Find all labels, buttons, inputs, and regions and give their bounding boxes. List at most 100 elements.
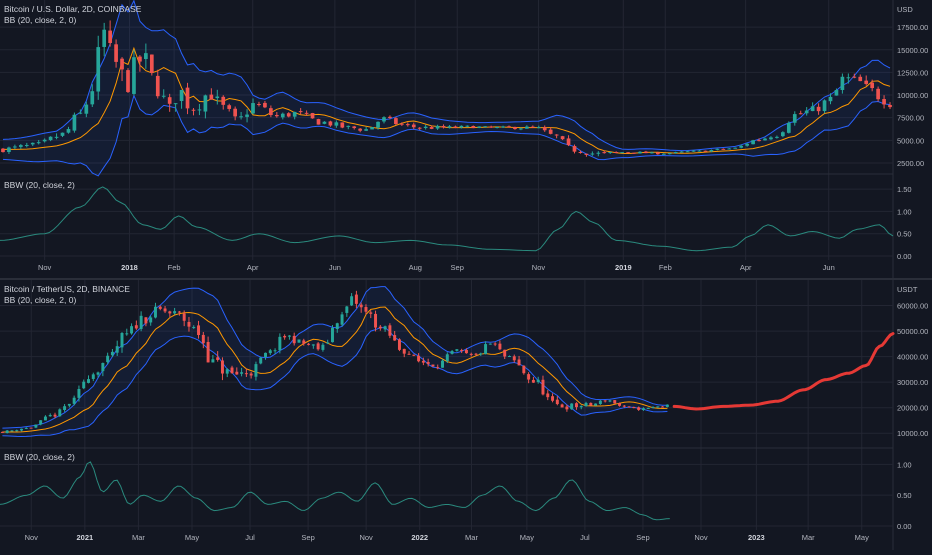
bollinger-upper-band[interactable] [2, 0, 891, 152]
candle[interactable] [685, 151, 690, 153]
candle[interactable] [560, 136, 565, 140]
candle[interactable] [206, 341, 210, 363]
candle[interactable] [149, 317, 153, 323]
candle[interactable] [307, 343, 311, 345]
candle[interactable] [864, 80, 869, 84]
candle[interactable] [445, 354, 449, 362]
candle[interactable] [292, 335, 296, 344]
candle[interactable] [310, 113, 315, 119]
candle[interactable] [328, 121, 333, 126]
candle[interactable] [60, 132, 65, 136]
candle[interactable] [402, 348, 406, 354]
candle[interactable] [503, 349, 507, 357]
candle[interactable] [72, 114, 77, 131]
candle[interactable] [72, 397, 76, 404]
candle[interactable] [144, 317, 148, 324]
candle[interactable] [48, 415, 52, 417]
candle[interactable] [311, 344, 315, 346]
candle[interactable] [126, 70, 130, 92]
candle[interactable] [548, 129, 553, 134]
candle[interactable] [63, 406, 67, 411]
top-bbw-indicator-label[interactable]: BBW (20, close, 2) [4, 180, 75, 190]
candle[interactable] [632, 407, 636, 409]
candle[interactable] [269, 108, 273, 116]
candle[interactable] [637, 407, 641, 410]
candle[interactable] [431, 364, 435, 367]
candle[interactable] [115, 346, 119, 353]
candle[interactable] [394, 118, 398, 125]
candle[interactable] [739, 145, 744, 148]
candle[interactable] [20, 428, 24, 431]
candle[interactable] [161, 95, 166, 97]
candle[interactable] [240, 372, 244, 374]
candle[interactable] [235, 371, 239, 375]
candle[interactable] [519, 128, 523, 130]
candle[interactable] [227, 105, 232, 109]
candle[interactable] [715, 148, 720, 150]
candle[interactable] [798, 113, 803, 115]
top-bb-indicator-label[interactable]: BB (20, close, 2, 0) [4, 15, 77, 25]
candle[interactable] [82, 381, 86, 389]
candle[interactable] [354, 294, 358, 304]
candle[interactable] [673, 152, 678, 154]
candle[interactable] [388, 116, 392, 118]
candle[interactable] [173, 311, 177, 314]
candle[interactable] [498, 343, 502, 350]
candle[interactable] [769, 137, 773, 140]
candle[interactable] [187, 321, 191, 327]
candle[interactable] [58, 409, 62, 417]
candle[interactable] [84, 104, 89, 114]
candle[interactable] [477, 126, 482, 128]
candle[interactable] [376, 121, 380, 128]
candle[interactable] [828, 96, 833, 102]
candle[interactable] [316, 343, 320, 350]
candle[interactable] [48, 136, 53, 141]
candle[interactable] [53, 414, 57, 417]
candle[interactable] [209, 94, 214, 100]
candle[interactable] [91, 374, 95, 379]
candle[interactable] [106, 355, 110, 363]
candle[interactable] [34, 424, 38, 428]
candle[interactable] [697, 150, 702, 152]
candle[interactable] [358, 128, 363, 131]
candle[interactable] [471, 125, 476, 129]
candle[interactable] [369, 312, 373, 314]
candle[interactable] [108, 30, 112, 44]
bollinger-lower-band[interactable] [2, 94, 891, 177]
candle[interactable] [703, 150, 708, 152]
bollinger-basis-line[interactable] [2, 306, 668, 433]
candle[interactable] [132, 57, 136, 94]
candle[interactable] [278, 336, 282, 351]
candle[interactable] [400, 123, 404, 125]
candle[interactable] [603, 400, 607, 402]
candle[interactable] [546, 393, 550, 398]
candle[interactable] [469, 353, 473, 355]
candle[interactable] [816, 106, 821, 112]
candle[interactable] [352, 126, 357, 129]
candle[interactable] [144, 53, 148, 60]
candle[interactable] [225, 369, 229, 374]
candle[interactable] [287, 335, 291, 337]
candle[interactable] [781, 132, 785, 137]
candle[interactable] [163, 308, 167, 312]
candle[interactable] [149, 54, 154, 73]
candle[interactable] [441, 125, 446, 128]
candle[interactable] [201, 334, 205, 344]
candle[interactable] [435, 125, 440, 129]
candle[interactable] [602, 152, 607, 154]
candle[interactable] [551, 396, 555, 401]
candle[interactable] [158, 306, 162, 309]
bottom-bbw-indicator-label[interactable]: BBW (20, close, 2) [4, 452, 75, 462]
candle[interactable] [254, 364, 258, 377]
candle[interactable] [727, 148, 732, 150]
candle[interactable] [257, 103, 261, 105]
candle[interactable] [39, 420, 43, 425]
top-symbol-title[interactable]: Bitcoin / U.S. Dollar, 2D, COINBASE [4, 4, 142, 14]
candle[interactable] [153, 306, 157, 318]
candle[interactable] [804, 110, 809, 114]
candle[interactable] [465, 125, 470, 127]
candle[interactable] [745, 143, 749, 146]
candle[interactable] [453, 126, 458, 128]
candle[interactable] [455, 349, 459, 351]
candle[interactable] [130, 326, 134, 334]
